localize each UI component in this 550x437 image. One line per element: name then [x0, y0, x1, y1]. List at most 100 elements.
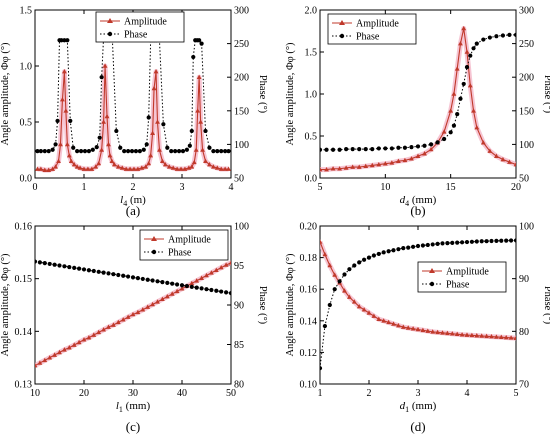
- amplitude-point: [35, 362, 38, 368]
- phase-point: [420, 243, 425, 248]
- phase-point: [228, 291, 231, 296]
- phase-point: [442, 136, 447, 142]
- amplitude-point: [441, 129, 447, 134]
- amplitude-point: [214, 165, 220, 170]
- series-phase: [320, 32, 516, 152]
- phase-point: [137, 149, 142, 154]
- amplitude-point: [356, 303, 362, 309]
- amplitude-point: [186, 165, 192, 170]
- phase-point: [78, 149, 84, 154]
- phase-point: [179, 283, 185, 288]
- phase-point: [352, 263, 357, 268]
- amplitude-point: [96, 329, 102, 335]
- phase-point: [396, 145, 401, 150]
- amplitude-point: [320, 167, 323, 172]
- amplitude-point: [363, 163, 369, 169]
- amplitude-point: [195, 108, 201, 113]
- x-tick-label: 10: [30, 388, 40, 399]
- phase-point: [487, 35, 492, 40]
- phase-point: [350, 147, 355, 152]
- y2-axis-label: Phase (°): [257, 75, 268, 114]
- legend-phase-marker: [151, 249, 157, 255]
- amplitude-point: [58, 141, 63, 147]
- y2-tick-label: 80: [519, 327, 529, 338]
- phase-point: [155, 279, 160, 284]
- phase-point: [376, 251, 381, 257]
- phase-point: [215, 149, 220, 154]
- phase-point: [435, 140, 440, 145]
- phase-point: [96, 269, 101, 274]
- phase-point: [376, 146, 381, 151]
- phase-line: [320, 239, 516, 369]
- phase-point: [50, 147, 55, 152]
- phase-point: [494, 238, 499, 243]
- amplitude-point: [52, 352, 57, 357]
- legend-amplitude-marker: [339, 20, 345, 25]
- amplitude-point: [381, 318, 387, 323]
- amplitude-point: [115, 164, 121, 169]
- amplitude-point: [330, 166, 336, 171]
- amplitude-point: [513, 335, 516, 340]
- phase-point: [320, 366, 323, 371]
- phase-point: [344, 147, 349, 152]
- amplitude-point: [391, 321, 396, 326]
- amplitude-point: [474, 333, 480, 338]
- x-axis-label-unit: (mm): [409, 400, 437, 412]
- y-tick-label: 0.13: [15, 380, 33, 391]
- phase-point: [320, 147, 323, 152]
- legend-amplitude-label: Amplitude: [124, 17, 167, 28]
- amplitude-point: [471, 108, 476, 113]
- amplitude-point: [143, 164, 149, 169]
- amplitude-point: [448, 108, 454, 113]
- phase-point: [223, 149, 228, 154]
- amplitude-point: [469, 332, 475, 338]
- amplitude-point: [409, 156, 414, 161]
- amplitude-point: [500, 156, 506, 162]
- amplitude-point: [166, 164, 172, 169]
- y2-tick-label: 90: [519, 274, 529, 285]
- x-axis-label-main: d: [400, 400, 406, 412]
- phase-point: [111, 272, 116, 277]
- x-axis-label: l1 (mm): [116, 400, 151, 414]
- phase-point: [82, 149, 88, 154]
- phase-point: [101, 270, 106, 275]
- amplitude-point: [120, 317, 126, 322]
- phase-point: [59, 38, 64, 43]
- y2-tick-label: 80: [234, 380, 244, 391]
- amplitude-point: [81, 337, 87, 342]
- amplitude-point: [213, 267, 219, 273]
- phase-point: [224, 290, 229, 295]
- x-axis-label-sub: 1: [119, 405, 123, 414]
- phase-point: [411, 244, 416, 249]
- phase-point: [214, 288, 219, 293]
- y2-tick-label: 90: [234, 301, 244, 312]
- amplitude-point: [218, 265, 224, 270]
- phase-point: [461, 81, 466, 87]
- phase-point: [509, 238, 514, 243]
- phase-point: [86, 149, 91, 154]
- amplitude-point: [189, 164, 195, 169]
- amplitude-point: [123, 166, 129, 171]
- y2-axis-label: Phase (°): [542, 75, 550, 114]
- amplitude-point: [76, 339, 82, 345]
- legend-phase-marker: [339, 33, 345, 39]
- phase-point: [402, 145, 408, 150]
- amplitude-point: [428, 146, 434, 152]
- amplitude-point: [66, 153, 72, 158]
- phase-point: [469, 239, 474, 244]
- amplitude-point: [350, 164, 356, 169]
- phase-point: [68, 118, 73, 123]
- legend-amplitude-label: Amplitude: [168, 235, 211, 246]
- phase-point: [507, 32, 512, 37]
- phase-point: [42, 261, 47, 266]
- phase-point: [53, 142, 58, 147]
- amplitude-point: [111, 322, 116, 327]
- amplitude-point: [150, 301, 155, 307]
- phase-point: [362, 257, 367, 262]
- phase-line: [320, 34, 516, 151]
- legend-phase-label: Phase: [446, 280, 470, 291]
- phase-point: [409, 144, 414, 150]
- amplitude-point: [464, 332, 470, 337]
- amplitude-point: [209, 270, 214, 275]
- x-tick-label: 30: [128, 388, 138, 399]
